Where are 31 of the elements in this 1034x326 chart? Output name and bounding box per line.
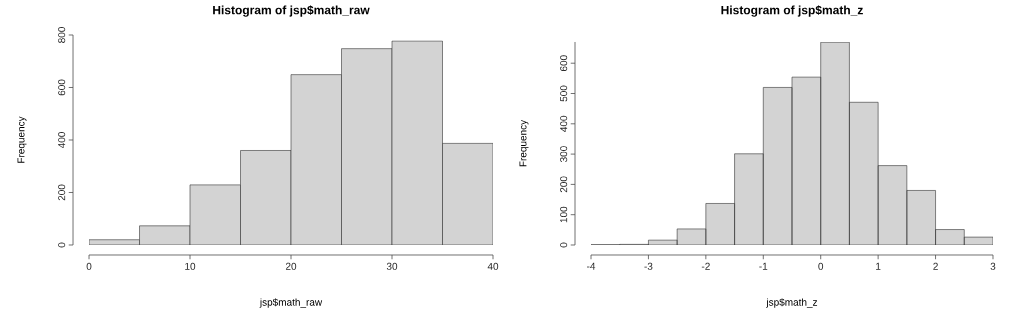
x-axis-title: jsp$math_z [766, 298, 818, 308]
y-tick-label: 0 [560, 242, 568, 248]
y-tick-label: 100 [560, 206, 568, 223]
y-tick-label: 200 [560, 176, 568, 193]
y-tick-label: 500 [560, 85, 568, 102]
x-axis-title: jsp$math_raw [259, 298, 323, 308]
y-axis-title: Frequency [519, 119, 529, 167]
x-tick-label: -3 [644, 262, 653, 270]
x-tick-label: 2 [933, 262, 938, 270]
y-axis-title: Frequency [17, 116, 27, 163]
y-tick-label: 0 [58, 242, 66, 248]
y-tick-label: 800 [58, 27, 66, 43]
x-tick-label: 10 [185, 262, 196, 270]
chart-title: Histogram of jsp$math_z [721, 5, 863, 17]
chart-title: Histogram of jsp$math_raw [213, 5, 370, 17]
x-tick-label: -2 [701, 262, 710, 270]
x-tick-label: 30 [386, 262, 398, 270]
y-tick-label: 600 [560, 55, 568, 72]
x-tick-label: 1 [876, 262, 881, 270]
y-tick-label: 300 [560, 146, 568, 163]
x-tick-label: 40 [487, 262, 499, 270]
y-tick-label: 600 [58, 79, 66, 96]
x-tick-label: 0 [818, 262, 824, 270]
y-tick-label: 200 [58, 184, 66, 201]
x-tick-label: 3 [990, 262, 996, 270]
y-tick-label: 400 [58, 132, 66, 149]
x-tick-label: -1 [759, 262, 768, 270]
y-tick-label: 400 [560, 115, 568, 132]
x-tick-label: -4 [587, 262, 596, 270]
x-tick-label: 0 [86, 262, 92, 270]
x-tick-label: 20 [285, 262, 297, 270]
